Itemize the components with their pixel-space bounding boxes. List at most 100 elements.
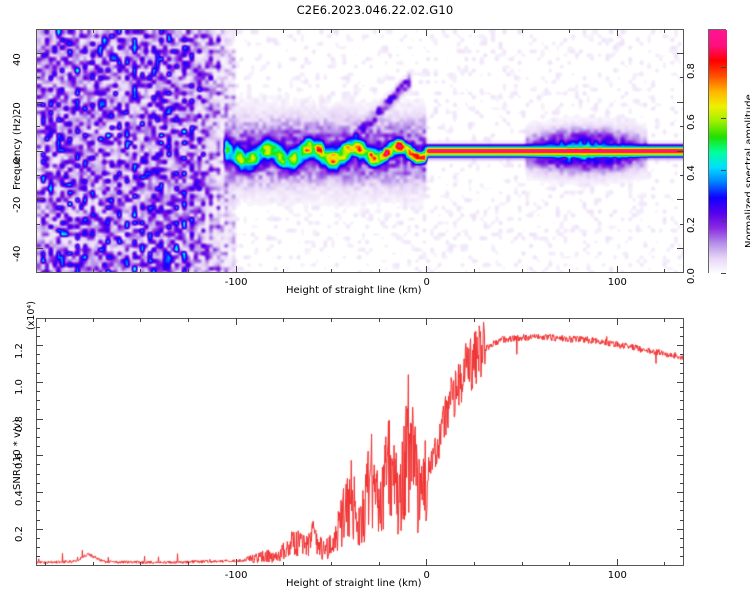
spectrogram-x-minor-tick <box>473 269 475 273</box>
figure-title: C2E6.2023.046.22.02.G10 <box>296 3 454 17</box>
spectrogram-x-minor-tick <box>521 269 523 273</box>
spectrogram-x-minor-tick <box>92 269 94 273</box>
snr-y-minor-tick-right <box>680 547 684 549</box>
snr-x-minor-tick <box>473 562 475 566</box>
spectrogram-y-minor-tick-right <box>680 126 684 128</box>
spectrogram-y-ticklabel: 0 <box>12 157 23 164</box>
snr-x-ticklabel: -100 <box>224 570 248 581</box>
snr-x-tick <box>235 559 237 566</box>
colorbar-tick <box>721 221 726 223</box>
snr-x-minor-tick-top <box>187 318 189 322</box>
snr-x-minor-tick <box>521 562 523 566</box>
snr-x-minor-tick <box>283 562 285 566</box>
spectrogram-x-minor-tick-top <box>473 29 475 33</box>
spectrogram-x-ticklabel: -100 <box>224 277 248 288</box>
spectrogram-x-minor-tick-top <box>92 29 94 33</box>
spectrogram-x-axis-label: Height of straight line (km) <box>286 285 422 296</box>
snr-y-ticklabel: 0.2 <box>14 526 25 543</box>
spectrogram-y-minor-tick-right <box>680 223 684 225</box>
snr-y-minor-tick-right <box>680 372 684 374</box>
snr-y-ticklabel: 1.2 <box>14 342 25 359</box>
spectrogram-y-ticklabel: 20 <box>12 102 23 116</box>
snr-x-tick <box>616 559 618 566</box>
spectrogram-x-minor-tick-top <box>664 29 666 33</box>
spectrogram-y-tick-right <box>677 248 684 250</box>
spectrogram-y-tick <box>36 101 43 103</box>
spectrogram-y-ticklabel: -20 <box>12 196 23 213</box>
spectrogram-x-tick <box>426 266 428 273</box>
colorbar-ticklabel: 0.2 <box>686 216 697 233</box>
spectrogram-y-minor-tick <box>36 174 40 176</box>
spectrogram-y-tick <box>36 248 43 250</box>
snr-x-tick <box>426 559 428 566</box>
snr-y-minor-tick <box>36 556 40 558</box>
spectrogram-x-tick-top <box>616 29 618 36</box>
spectrogram-y-ticklabel: -40 <box>12 245 23 262</box>
snr-y-minor-tick <box>36 510 40 512</box>
snr-y-minor-tick-right <box>680 482 684 484</box>
snr-y-minor-tick-right <box>680 326 684 328</box>
spectrogram-x-tick <box>235 266 237 273</box>
snr-y-tick-right <box>677 381 684 383</box>
spectrogram-x-minor-tick <box>330 269 332 273</box>
snr-y-tick <box>36 345 43 347</box>
snr-y-minor-tick-right <box>680 427 684 429</box>
snr-y-tick <box>36 492 43 494</box>
spectrogram-y-tick-right <box>677 101 684 103</box>
snr-x-minor-tick <box>378 562 380 566</box>
snr-y-minor-tick <box>36 326 40 328</box>
snr-x-minor-tick-top <box>569 318 571 322</box>
colorbar-ticklabel: 0.6 <box>686 113 697 130</box>
snr-y-minor-tick <box>36 547 40 549</box>
colorbar <box>708 29 727 274</box>
snr-plot-area <box>36 318 684 566</box>
snr-x-minor-tick <box>664 562 666 566</box>
snr-y-minor-tick <box>36 501 40 503</box>
spectrogram-x-minor-tick <box>569 269 571 273</box>
spectrogram-x-minor-tick-top <box>569 29 571 33</box>
spectrogram-y-ticklabel: 40 <box>12 53 23 67</box>
snr-y-minor-tick <box>36 354 40 356</box>
snr-y-minor-tick <box>36 464 40 466</box>
snr-y-tick <box>36 455 43 457</box>
snr-y-minor-tick-right <box>680 519 684 521</box>
spectrogram-x-minor-tick <box>283 269 285 273</box>
snr-y-tick-right <box>677 528 684 530</box>
snr-y-tick-right <box>677 345 684 347</box>
snr-y-ticklabel: 0.8 <box>14 416 25 433</box>
snr-x-minor-tick-top <box>140 318 142 322</box>
spectrogram-x-minor-tick-top <box>140 29 142 33</box>
snr-y-minor-tick-right <box>680 464 684 466</box>
snr-y-minor-tick <box>36 390 40 392</box>
spectrogram-x-tick-top <box>426 29 428 36</box>
spectrogram-x-ticklabel: 100 <box>607 277 627 288</box>
snr-y-minor-tick-right <box>680 537 684 539</box>
snr-y-minor-tick-right <box>680 446 684 448</box>
spectrogram-y-minor-tick-right <box>680 174 684 176</box>
snr-y-tick <box>36 418 43 420</box>
snr-y-tick-right <box>677 418 684 420</box>
spectrogram-x-minor-tick-top <box>283 29 285 33</box>
snr-x-minor-tick <box>45 562 47 566</box>
spectrogram-x-minor-tick-top <box>45 29 47 33</box>
snr-y-minor-tick <box>36 427 40 429</box>
snr-x-minor-tick <box>330 562 332 566</box>
spectrogram-x-minor-tick-top <box>187 29 189 33</box>
snr-x-tick-top <box>235 318 237 325</box>
spectrogram-x-ticklabel: 0 <box>423 277 430 288</box>
snr-y-minor-tick <box>36 409 40 411</box>
snr-y-minor-tick <box>36 335 40 337</box>
snr-x-minor-tick <box>569 562 571 566</box>
snr-y-minor-tick <box>36 446 40 448</box>
snr-y-minor-tick <box>36 482 40 484</box>
snr-y-minor-tick-right <box>680 510 684 512</box>
snr-y-minor-tick-right <box>680 473 684 475</box>
colorbar-tick <box>721 67 726 69</box>
snr-x-minor-tick-top <box>92 318 94 322</box>
spectrogram-x-minor-tick <box>45 269 47 273</box>
spectrogram-y-tick-right <box>677 52 684 54</box>
spectrogram-x-minor-tick <box>378 269 380 273</box>
spectrogram-y-minor-tick-right <box>680 77 684 79</box>
snr-x-minor-tick <box>187 562 189 566</box>
